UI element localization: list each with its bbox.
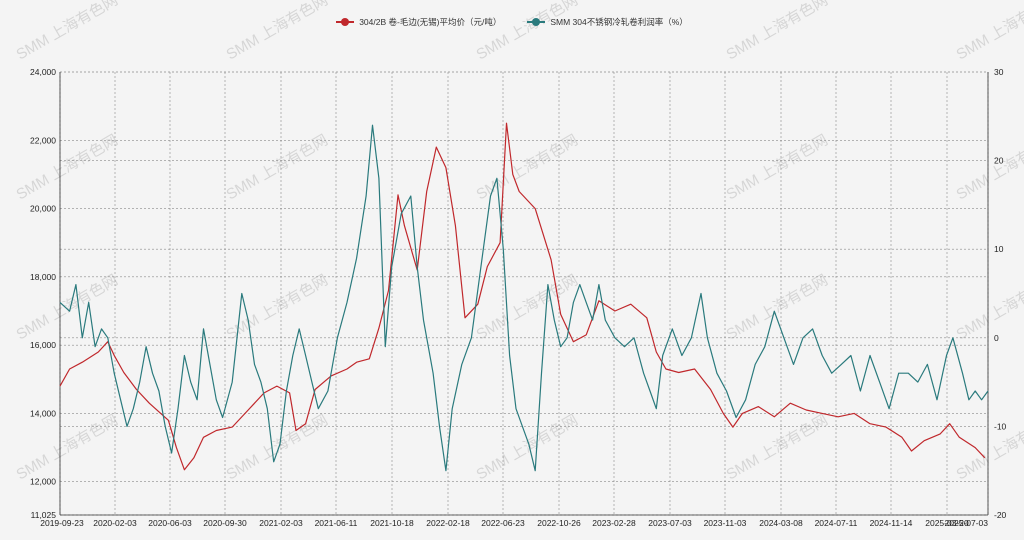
x-tick-label: 2020-06-03 [148, 518, 192, 528]
watermark-text: SMM 上海有色网 [954, 272, 1024, 344]
watermark-text: SMM 上海有色网 [474, 272, 581, 344]
x-tick-label: 2020-02-03 [93, 518, 137, 528]
x-tick-label: 2024-11-14 [870, 518, 913, 528]
x-tick-label: 2021-02-03 [259, 518, 303, 528]
x-tick-label: 2021-06-11 [315, 518, 358, 528]
x-tick-label: 2023-02-28 [592, 518, 636, 528]
watermark-text: SMM 上海有色网 [724, 272, 831, 344]
watermark-text: SMM 上海有色网 [954, 132, 1024, 204]
y-right-tick-label: -10 [994, 421, 1007, 431]
legend-swatch-profit [527, 21, 545, 23]
y-left-tick-label: 14,000 [30, 408, 56, 418]
watermark-text: SMM 上海有色网 [954, 412, 1024, 484]
legend-item-price[interactable]: 304/2B 卷-毛边(无锡)平均价（元/吨） [336, 16, 501, 28]
x-tick-label: 2023-11-03 [704, 518, 747, 528]
watermark-text: SMM 上海有色网 [224, 132, 331, 204]
y-right-tick-label: 20 [994, 156, 1004, 166]
legend-swatch-price [336, 21, 354, 23]
y-left-tick-label: 16,000 [30, 340, 56, 350]
legend-label-profit: SMM 304不锈钢冷轧卷利润率（%） [550, 16, 687, 28]
x-tick-label: 2023-07-03 [648, 518, 692, 528]
y-left-tick-label: 20,000 [30, 204, 56, 214]
x-tick-label: 2024-07-11 [815, 518, 858, 528]
watermark-text: SMM 上海有色网 [724, 0, 831, 63]
x-tick-label: 2024-03-08 [759, 518, 803, 528]
y-left-tick-label: 18,000 [30, 272, 56, 282]
watermark-text: SMM 上海有色网 [474, 0, 581, 63]
y-left-tick-label: 24,000 [30, 67, 56, 77]
watermark-text: SMM 上海有色网 [474, 132, 581, 204]
x-tick-label: 2022-06-23 [481, 518, 525, 528]
y-right-tick-label: -20 [994, 510, 1007, 520]
x-tick-label: 2019-09-23 [40, 518, 84, 528]
watermark-text: SMM 上海有色网 [724, 132, 831, 204]
y-right-tick-label: 0 [994, 333, 999, 343]
x-tick-label: 2021-10-18 [370, 518, 414, 528]
watermark-text: SMM 上海有色网 [224, 0, 331, 63]
watermark-text: SMM 上海有色网 [954, 0, 1024, 63]
y-left-tick-label: 12,000 [30, 477, 56, 487]
y-left-tick-label: 22,000 [30, 135, 56, 145]
watermark-text: SMM 上海有色网 [224, 412, 331, 484]
legend: 304/2B 卷-毛边(无锡)平均价（元/吨） SMM 304不锈钢冷轧卷利润率… [0, 16, 1024, 28]
legend-label-price: 304/2B 卷-毛边(无锡)平均价（元/吨） [359, 16, 501, 28]
watermark-text: SMM 上海有色网 [724, 412, 831, 484]
x-tick-label: 2022-02-18 [426, 518, 470, 528]
watermark-text: SMM 上海有色网 [14, 412, 121, 484]
legend-item-profit[interactable]: SMM 304不锈钢冷轧卷利润率（%） [527, 16, 687, 28]
x-tick-label: 2022-10-26 [537, 518, 581, 528]
y-right-tick-label: 10 [994, 244, 1004, 254]
watermark-text: SMM 上海有色网 [474, 412, 581, 484]
watermark-text: SMM 上海有色网 [224, 272, 331, 344]
x-tick-label: 2025-07-03 [945, 518, 989, 528]
x-tick-label: 2020-09-30 [203, 518, 247, 528]
watermark-text: SMM 上海有色网 [14, 0, 121, 63]
y-right-tick-label: 30 [994, 67, 1004, 77]
